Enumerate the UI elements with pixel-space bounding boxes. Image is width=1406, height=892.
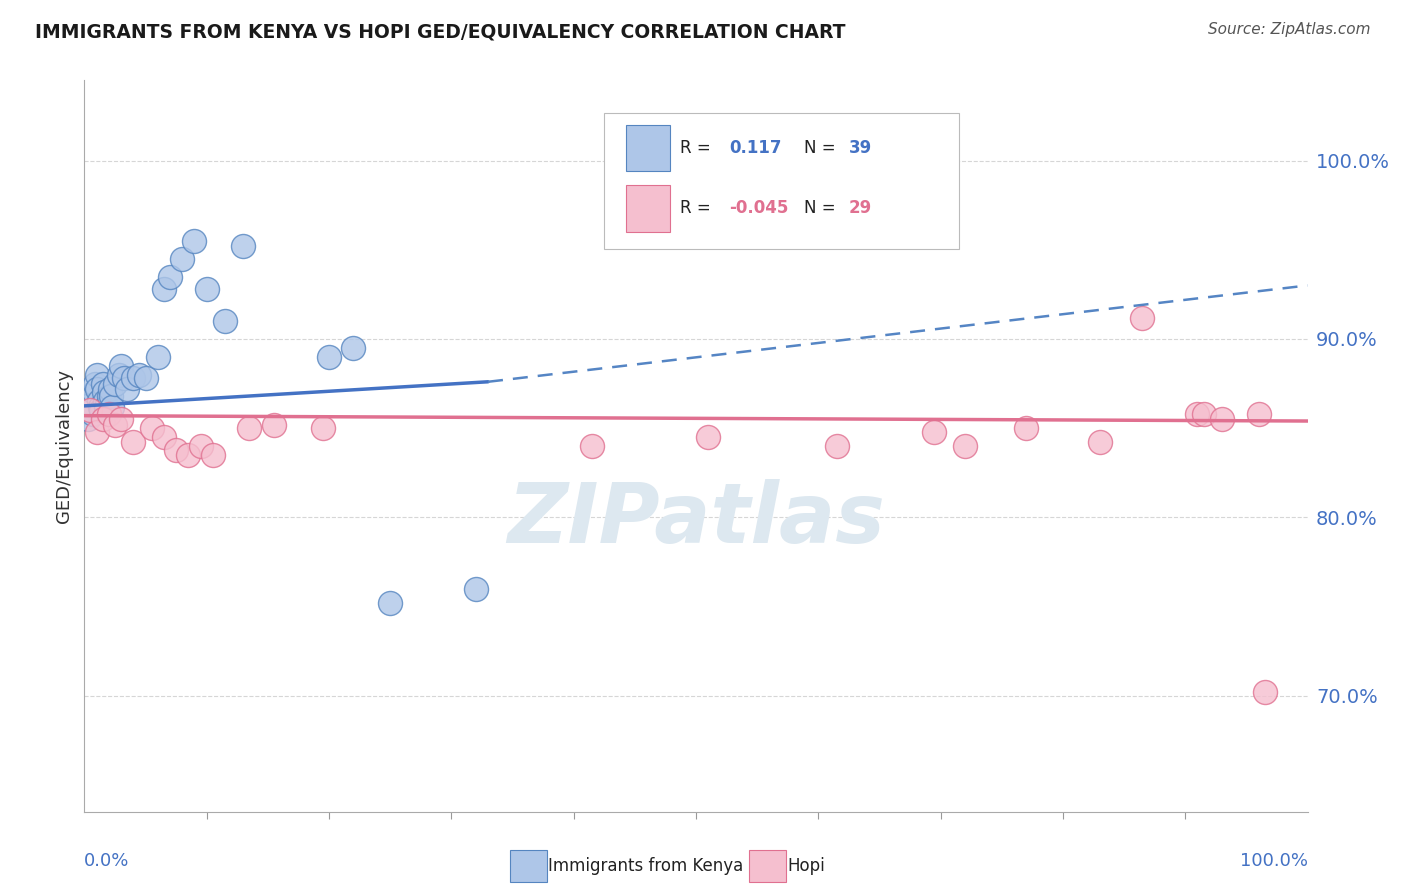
Point bbox=[232, 239, 254, 253]
Point bbox=[128, 368, 150, 382]
Point bbox=[1132, 310, 1154, 325]
Point bbox=[581, 439, 603, 453]
Point bbox=[101, 400, 124, 414]
Point bbox=[79, 403, 101, 417]
Point bbox=[115, 382, 138, 396]
Point bbox=[153, 430, 176, 444]
Point bbox=[84, 376, 107, 391]
Point bbox=[1254, 685, 1277, 699]
Point bbox=[238, 421, 260, 435]
Point bbox=[1187, 407, 1209, 421]
Point bbox=[77, 412, 100, 426]
Point bbox=[87, 394, 110, 409]
Point bbox=[183, 234, 205, 248]
Text: IMMIGRANTS FROM KENYA VS HOPI GED/EQUIVALENCY CORRELATION CHART: IMMIGRANTS FROM KENYA VS HOPI GED/EQUIVA… bbox=[35, 22, 845, 41]
Point bbox=[214, 314, 236, 328]
Text: 0.0%: 0.0% bbox=[84, 852, 129, 870]
Point bbox=[1211, 412, 1233, 426]
Text: ZIPatlas: ZIPatlas bbox=[508, 479, 884, 559]
Point bbox=[924, 425, 946, 439]
Point bbox=[90, 403, 112, 417]
Text: 29: 29 bbox=[849, 199, 872, 218]
Point bbox=[107, 368, 129, 382]
Point bbox=[91, 376, 114, 391]
FancyBboxPatch shape bbox=[605, 113, 959, 249]
Point bbox=[97, 407, 120, 421]
Point bbox=[318, 350, 340, 364]
Point bbox=[1088, 435, 1111, 450]
Point bbox=[135, 371, 157, 385]
Point bbox=[1247, 407, 1270, 421]
Point bbox=[122, 371, 145, 385]
Text: Hopi: Hopi bbox=[787, 857, 825, 875]
Point bbox=[153, 282, 176, 296]
Point bbox=[172, 252, 194, 266]
FancyBboxPatch shape bbox=[626, 185, 671, 232]
Point bbox=[83, 385, 105, 400]
Point bbox=[201, 448, 224, 462]
Point bbox=[141, 421, 163, 435]
Text: 0.117: 0.117 bbox=[728, 139, 782, 157]
Point bbox=[79, 398, 101, 412]
Point bbox=[342, 341, 364, 355]
Text: R =: R = bbox=[681, 139, 711, 157]
Point bbox=[464, 582, 486, 596]
Point bbox=[100, 389, 122, 403]
Point bbox=[104, 417, 127, 432]
Point bbox=[89, 400, 111, 414]
Point bbox=[165, 442, 187, 457]
Point bbox=[91, 412, 114, 426]
Text: 39: 39 bbox=[849, 139, 872, 157]
Point bbox=[86, 425, 108, 439]
Point bbox=[177, 448, 200, 462]
Point bbox=[697, 430, 720, 444]
Point bbox=[110, 359, 132, 373]
Point bbox=[953, 439, 976, 453]
Text: R =: R = bbox=[681, 199, 711, 218]
Text: N =: N = bbox=[804, 139, 835, 157]
Point bbox=[146, 350, 169, 364]
Point bbox=[94, 394, 117, 409]
Point bbox=[312, 421, 335, 435]
Text: 100.0%: 100.0% bbox=[1240, 852, 1308, 870]
Point bbox=[82, 407, 104, 421]
Point bbox=[190, 439, 212, 453]
Point bbox=[86, 368, 108, 382]
Point bbox=[104, 376, 127, 391]
Point bbox=[195, 282, 218, 296]
Point bbox=[1015, 421, 1038, 435]
Point bbox=[112, 371, 135, 385]
Point bbox=[98, 382, 121, 396]
Point bbox=[263, 417, 285, 432]
Point bbox=[122, 435, 145, 450]
Text: -0.045: -0.045 bbox=[728, 199, 789, 218]
FancyBboxPatch shape bbox=[626, 125, 671, 171]
Point bbox=[86, 382, 108, 396]
Text: Source: ZipAtlas.com: Source: ZipAtlas.com bbox=[1208, 22, 1371, 37]
Point bbox=[1192, 407, 1215, 421]
Point bbox=[110, 412, 132, 426]
Point bbox=[97, 389, 120, 403]
Point bbox=[825, 439, 848, 453]
Point bbox=[690, 162, 713, 177]
Point bbox=[380, 596, 402, 610]
Point bbox=[93, 385, 115, 400]
Point bbox=[96, 400, 118, 414]
Text: N =: N = bbox=[804, 199, 835, 218]
Point bbox=[159, 269, 181, 284]
Y-axis label: GED/Equivalency: GED/Equivalency bbox=[55, 369, 73, 523]
Text: Immigrants from Kenya: Immigrants from Kenya bbox=[548, 857, 744, 875]
